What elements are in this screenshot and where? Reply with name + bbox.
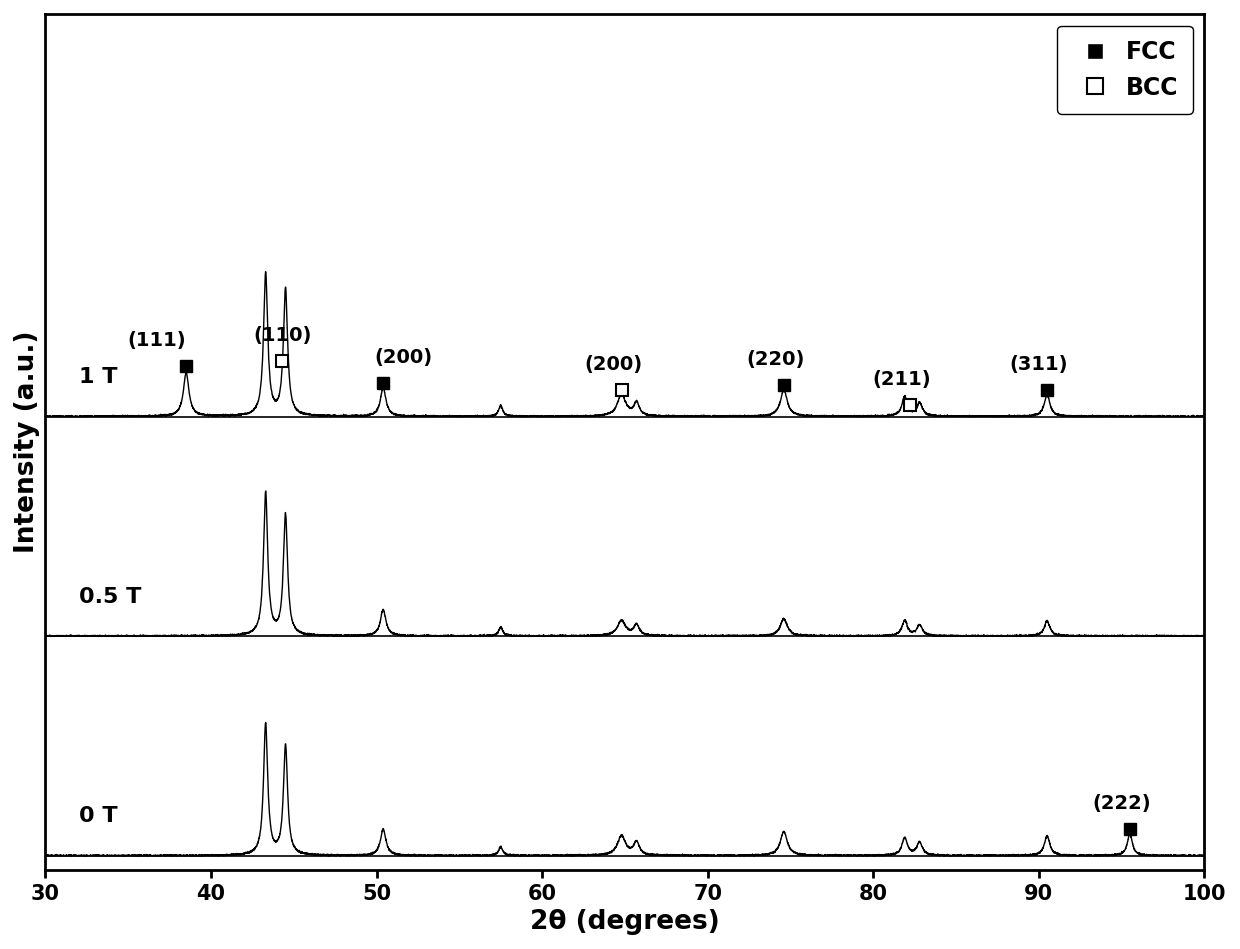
Text: (110): (110) bbox=[253, 326, 311, 344]
Text: 0 T: 0 T bbox=[78, 807, 118, 827]
Text: (200): (200) bbox=[584, 355, 642, 374]
Y-axis label: Intensity (a.u.): Intensity (a.u.) bbox=[14, 331, 40, 553]
Text: 0.5 T: 0.5 T bbox=[78, 586, 141, 606]
Text: (200): (200) bbox=[374, 348, 432, 367]
Text: (222): (222) bbox=[1092, 794, 1151, 813]
Legend: FCC, BCC: FCC, BCC bbox=[1058, 26, 1193, 114]
X-axis label: 2θ (degrees): 2θ (degrees) bbox=[529, 909, 719, 935]
Text: 1 T: 1 T bbox=[78, 367, 117, 387]
Text: (111): (111) bbox=[126, 331, 186, 350]
Text: (220): (220) bbox=[746, 350, 805, 369]
Text: (311): (311) bbox=[1009, 355, 1068, 374]
Text: (211): (211) bbox=[872, 370, 931, 389]
